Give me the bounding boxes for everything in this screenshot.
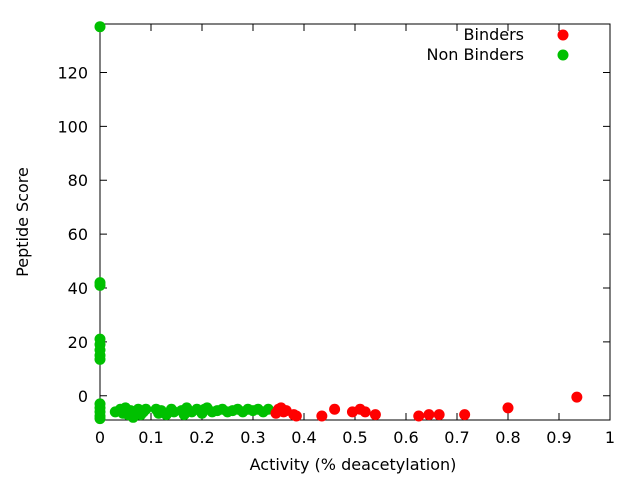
points-layer — [94, 21, 583, 425]
binders-point — [423, 409, 435, 421]
x-tick-label: 0.2 — [189, 428, 214, 447]
binders-point — [316, 410, 328, 422]
binders-point — [329, 403, 341, 415]
non-binders-point — [94, 21, 106, 33]
x-tick-label: 0.8 — [495, 428, 520, 447]
x-tick-label: 0.5 — [342, 428, 367, 447]
binders-point — [433, 409, 445, 421]
non-binders-point — [94, 279, 106, 291]
plot-frame — [99, 23, 611, 421]
legend-marker-non-binders — [557, 49, 569, 61]
binders-point — [369, 409, 381, 421]
x-axis-label: Activity (% deacetylation) — [250, 455, 457, 474]
binders-point — [413, 410, 425, 422]
binders-point — [502, 402, 514, 414]
x-tick-label: 0.7 — [444, 428, 469, 447]
x-tick-label: 1 — [605, 428, 615, 447]
y-tick-label: 60 — [68, 225, 88, 244]
binders-point — [290, 410, 302, 422]
x-tick-label: 0.3 — [240, 428, 265, 447]
y-tick-label: 20 — [68, 333, 88, 352]
x-tick-label: 0.1 — [138, 428, 163, 447]
legend-label-non-binders: Non Binders — [427, 45, 524, 64]
binders-point — [359, 406, 371, 418]
y-tick-label: 0 — [78, 387, 88, 406]
x-tick-label: 0.4 — [291, 428, 316, 447]
non-binders-point — [140, 403, 152, 415]
y-tick-label: 40 — [68, 279, 88, 298]
x-tick-label: 0.6 — [393, 428, 418, 447]
y-tick-label: 80 — [68, 171, 88, 190]
ticks-layer: 0 0.1 0.2 0.3 0.4 0.5 0.6 0.7 0.8 0.9 1 0 20 40 60 80 10… — [57, 24, 615, 447]
legend-marker-binders — [557, 29, 569, 41]
y-tick-label: 120 — [57, 63, 88, 82]
non-binders-point — [94, 413, 106, 425]
y-tick-label: 100 — [57, 117, 88, 136]
non-binders-point — [94, 353, 106, 365]
x-tick-label: 0 — [95, 428, 105, 447]
legend-label-binders: Binders — [464, 25, 524, 44]
x-tick-label: 0.9 — [546, 428, 571, 447]
y-axis-label: Peptide Score — [13, 167, 32, 277]
binders-point — [571, 391, 583, 403]
binders-point — [459, 409, 471, 421]
